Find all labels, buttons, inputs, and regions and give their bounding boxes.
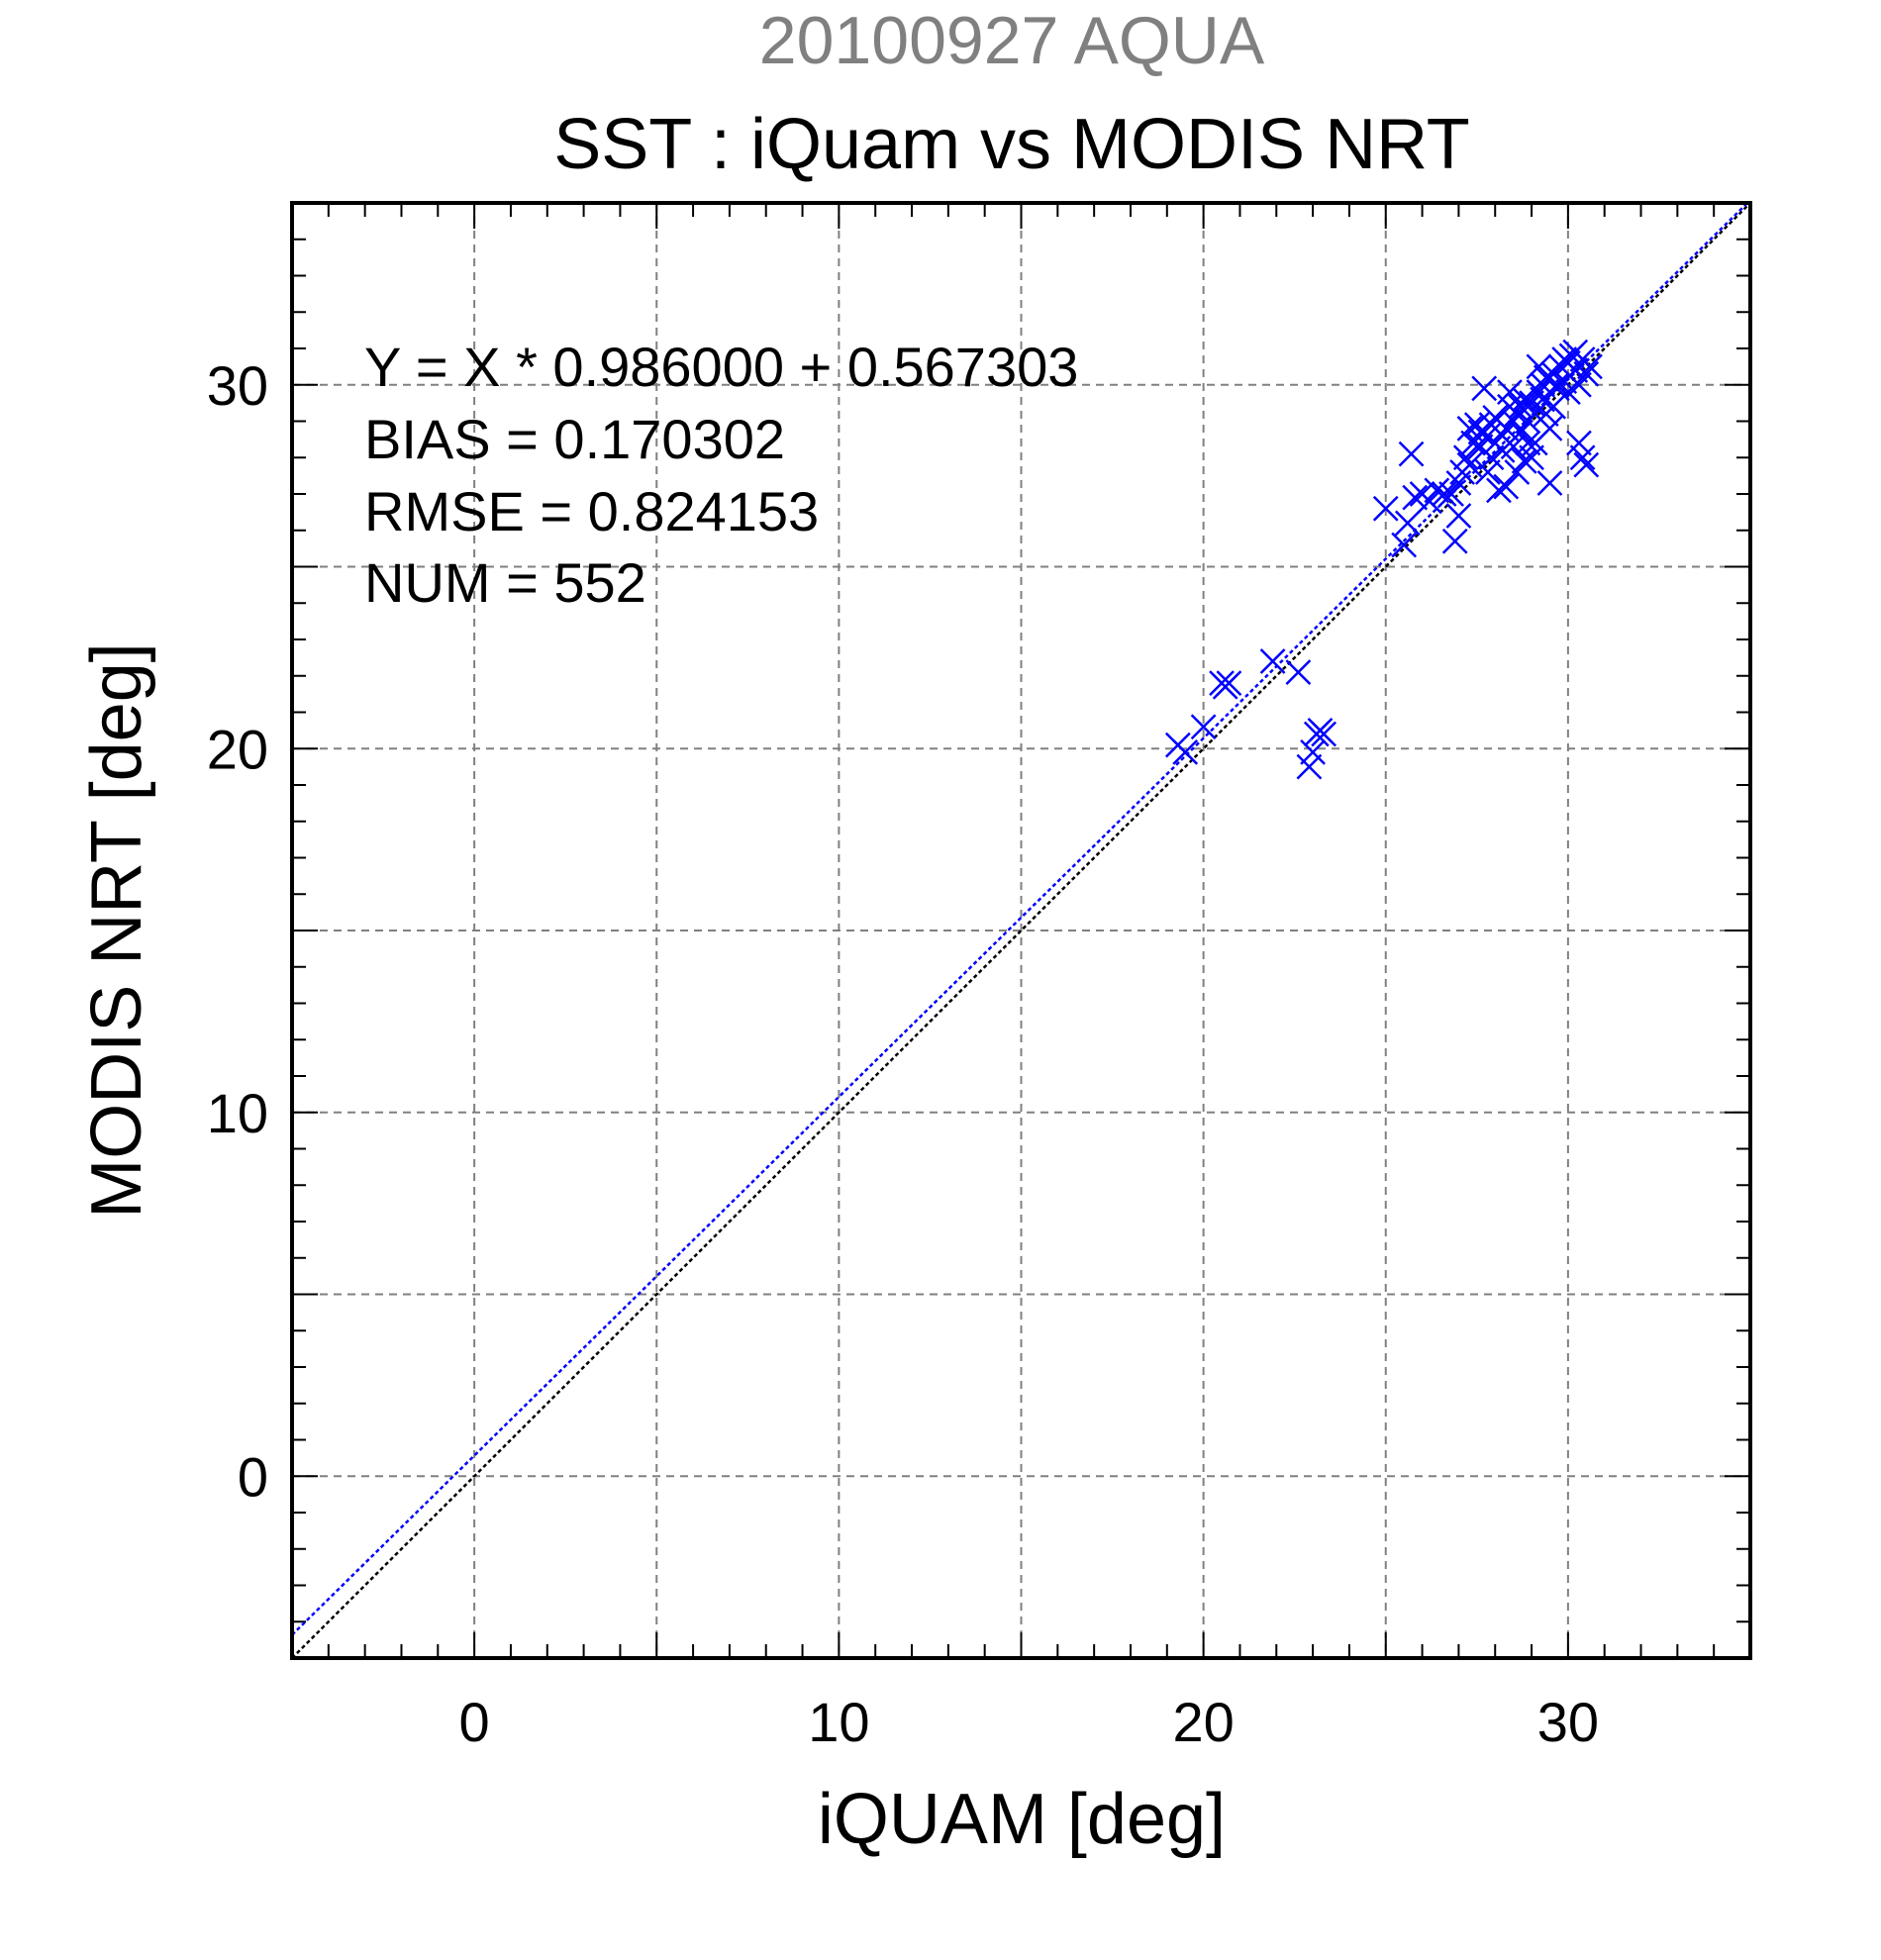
data-point-x-marker — [1259, 648, 1286, 674]
data-point-x-marker — [1500, 408, 1527, 435]
data-point-x-marker — [1540, 393, 1567, 420]
data-point-x-marker — [1296, 753, 1323, 780]
data-point-x-marker — [1394, 510, 1421, 537]
y-tick-label: 30 — [207, 354, 268, 417]
data-point-x-marker — [1212, 673, 1238, 700]
stats-line-num: NUM = 552 — [364, 551, 646, 614]
x-tick-label: 30 — [1537, 1691, 1599, 1753]
data-point-x-marker — [1566, 371, 1592, 398]
data-point-x-marker — [1522, 401, 1548, 428]
data-point-x-marker — [1536, 470, 1563, 496]
identity-line — [291, 202, 1751, 1659]
data-point-x-marker — [1311, 721, 1337, 747]
data-point-x-marker — [1445, 503, 1472, 529]
data-point-x-marker — [1398, 441, 1425, 467]
data-point-x-marker — [1172, 739, 1199, 765]
data-point-x-marker — [1497, 379, 1523, 405]
data-point-x-marker — [1431, 481, 1457, 507]
data-point-x-marker — [1474, 459, 1501, 485]
data-point-x-marker — [1551, 346, 1578, 372]
data-point-x-marker — [1391, 532, 1418, 558]
data-point-x-marker — [1285, 659, 1312, 685]
data-point-x-marker — [1417, 488, 1442, 515]
data-point-x-marker — [1511, 386, 1537, 413]
data-point-x-marker — [1190, 714, 1217, 740]
tick-labels: 0 10 20 30 0 10 20 30 — [207, 354, 1599, 1753]
y-axis-label: MODIS NRT [deg] — [77, 642, 156, 1219]
data-point-x-marker — [1424, 477, 1450, 504]
reference-lines — [291, 202, 1751, 1659]
plot-frame — [290, 201, 1752, 1660]
data-point-x-marker — [1562, 339, 1589, 365]
data-point-x-marker — [1508, 393, 1534, 420]
stats-line-bias: BIAS = 0.170302 — [364, 408, 785, 470]
data-point-x-marker — [1515, 430, 1541, 456]
data-point-x-marker — [1438, 481, 1464, 507]
data-point-x-marker — [1566, 430, 1592, 456]
data-points — [1164, 339, 1603, 780]
chart-title: SST : iQuam vs MODIS NRT — [553, 105, 1470, 184]
x-axis-label: iQUAM [deg] — [818, 1780, 1226, 1859]
chart-suptitle: 20100927 AQUA — [759, 3, 1265, 78]
x-tick-label: 20 — [1172, 1691, 1234, 1753]
data-point-x-marker — [1493, 473, 1520, 500]
data-point-x-marker — [1474, 423, 1501, 449]
x-tick-label: 10 — [808, 1691, 869, 1753]
x-tick-label: 0 — [459, 1691, 490, 1753]
data-point-x-marker — [1569, 444, 1596, 471]
y-tick-label: 20 — [207, 718, 268, 780]
data-point-x-marker — [1402, 484, 1429, 511]
data-point-x-marker — [1441, 528, 1468, 554]
stats-line-fit: Y = X * 0.986000 + 0.567303 — [364, 336, 1078, 398]
data-point-x-marker — [1372, 495, 1399, 522]
data-point-x-marker — [1467, 434, 1494, 460]
stats-line-rmse: RMSE = 0.824153 — [364, 480, 819, 542]
data-point-x-marker — [1456, 451, 1483, 478]
data-point-x-marker — [1456, 415, 1483, 441]
data-point-x-marker — [1519, 444, 1544, 471]
data-point-x-marker — [1471, 375, 1498, 402]
data-point-x-marker — [1452, 444, 1479, 471]
data-point-x-marker — [1573, 451, 1600, 478]
data-point-x-marker — [1530, 386, 1555, 413]
grid-lines — [292, 203, 1750, 1658]
regression-line — [291, 202, 1748, 1636]
y-tick-label: 0 — [238, 1445, 268, 1508]
y-tick-label: 10 — [207, 1082, 268, 1144]
